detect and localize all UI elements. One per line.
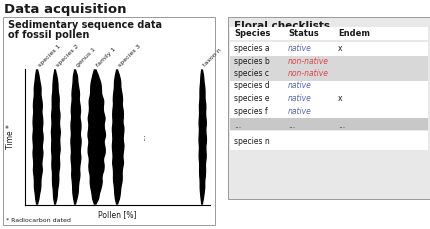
Bar (230, 118, 427, 130)
Bar (230, 131, 427, 136)
Text: Pollen [%]: Pollen [%] (98, 210, 136, 220)
Text: ...: ... (138, 133, 147, 141)
Text: * Radiocarbon dated: * Radiocarbon dated (6, 218, 71, 223)
Polygon shape (71, 70, 81, 204)
Text: species n: species n (233, 137, 269, 146)
Text: ...: ... (233, 121, 240, 130)
Text: Data acquisition: Data acquisition (4, 3, 126, 16)
Bar (230, 106, 427, 118)
Text: species a: species a (233, 44, 269, 53)
Polygon shape (112, 70, 123, 204)
Text: native: native (287, 106, 311, 115)
Bar (230, 27, 427, 40)
Bar (230, 136, 427, 150)
Bar (3, 17, 215, 225)
Text: ...: ... (287, 121, 295, 130)
Text: species e: species e (233, 94, 269, 103)
Text: of fossil pollen: of fossil pollen (8, 30, 89, 40)
Text: Status: Status (287, 29, 318, 38)
Text: species 2: species 2 (55, 44, 79, 68)
Text: Endem: Endem (337, 29, 369, 38)
Text: taxon n: taxon n (202, 48, 222, 68)
Text: species f: species f (233, 106, 267, 115)
Text: non-native: non-native (287, 57, 328, 65)
Text: Floral checklists: Floral checklists (233, 21, 329, 31)
Polygon shape (88, 70, 105, 204)
Text: ...: ... (337, 121, 344, 130)
Bar (230, 42, 427, 119)
Text: species c: species c (233, 69, 268, 78)
Text: species d: species d (233, 82, 269, 90)
Text: family 1: family 1 (95, 47, 116, 68)
Text: genus 1: genus 1 (75, 47, 96, 68)
Bar (230, 93, 427, 106)
Text: species 3: species 3 (117, 44, 141, 68)
Text: x: x (337, 94, 342, 103)
Bar (230, 43, 427, 55)
Text: x: x (337, 44, 342, 53)
Polygon shape (51, 70, 60, 204)
Text: Species: Species (233, 29, 270, 38)
Bar (230, 55, 427, 68)
Text: Time *: Time * (6, 125, 15, 150)
Text: native: native (287, 82, 311, 90)
Text: Sedimentary sequence data: Sedimentary sequence data (8, 20, 162, 30)
Bar (227, 17, 429, 199)
Text: native: native (287, 94, 311, 103)
Bar (230, 68, 427, 81)
Polygon shape (199, 70, 206, 204)
Text: species 1: species 1 (37, 44, 61, 68)
Text: species b: species b (233, 57, 269, 65)
Text: non-native: non-native (287, 69, 328, 78)
Polygon shape (33, 70, 43, 204)
Text: native: native (287, 44, 311, 53)
Bar (230, 81, 427, 93)
